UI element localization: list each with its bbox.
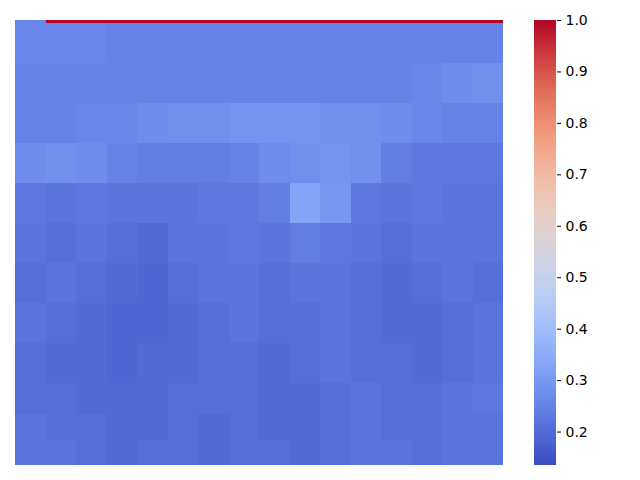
- svg-text:0.8: 0.8: [566, 115, 588, 131]
- svg-text:0.6: 0.6: [566, 218, 588, 234]
- svg-text:0.7: 0.7: [566, 166, 588, 182]
- svg-text:0.5: 0.5: [566, 269, 588, 285]
- svg-text:0.9: 0.9: [566, 63, 588, 79]
- svg-text:0.2: 0.2: [566, 424, 588, 440]
- svg-text:0.4: 0.4: [566, 321, 588, 337]
- svg-text:1.0: 1.0: [566, 12, 588, 28]
- svg-text:0.3: 0.3: [566, 372, 588, 388]
